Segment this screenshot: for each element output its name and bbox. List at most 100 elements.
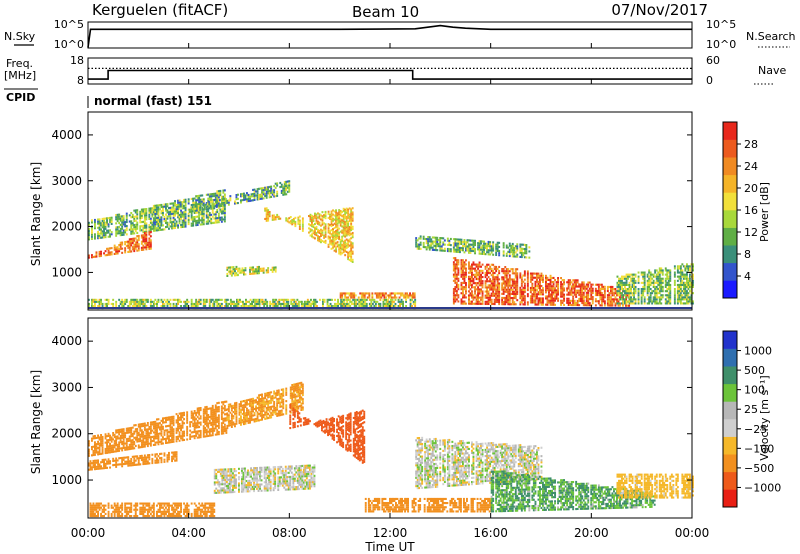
power-cell (505, 280, 508, 283)
power-cell (265, 219, 268, 222)
velocity-cell (131, 441, 134, 444)
power-cell (268, 194, 271, 197)
power-cell (190, 214, 193, 217)
velocity-cell (125, 444, 128, 447)
power-cell (91, 231, 93, 234)
power-cell (628, 298, 631, 301)
velocity-cell (106, 449, 109, 452)
power-cell (122, 305, 125, 308)
power-cell (276, 213, 279, 216)
power-cell (660, 267, 663, 270)
power-cell (581, 297, 584, 300)
velocity-cell (91, 439, 93, 442)
power-cell (292, 217, 295, 220)
power-cell (628, 281, 631, 284)
power-cell (175, 222, 178, 225)
velocity-cell (149, 442, 152, 445)
power-cell (125, 233, 128, 236)
power-cell (121, 302, 124, 305)
power-cell (522, 280, 525, 283)
power-cell (640, 271, 643, 274)
power-cell (225, 302, 228, 305)
power-cell (673, 292, 676, 295)
power-cell (128, 214, 131, 217)
power-cell (655, 290, 658, 293)
power-cell (267, 269, 270, 272)
power-cell (457, 238, 460, 241)
power-cell (88, 238, 90, 241)
power-cell (199, 211, 202, 214)
power-cell (237, 269, 239, 272)
power-cell (168, 215, 170, 218)
power-cell (462, 259, 464, 262)
power-cell (634, 288, 637, 291)
velocity-cell (145, 439, 148, 442)
power-cell (118, 221, 121, 224)
power-cell (622, 296, 624, 299)
power-cell (122, 229, 125, 232)
power-cell (329, 302, 332, 305)
power-cell (454, 269, 457, 272)
power-cell (356, 298, 359, 301)
power-cell (545, 297, 547, 300)
power-cell (201, 194, 204, 197)
velocity-cell (156, 437, 158, 440)
power-cell (330, 239, 333, 242)
velocity-cell (97, 442, 100, 445)
power-cell (333, 249, 336, 252)
power-cell (606, 285, 609, 288)
power-cell (221, 202, 224, 205)
power-cell (507, 294, 510, 297)
power-cell (395, 296, 398, 299)
power-cell (213, 305, 216, 308)
power-cell (522, 247, 525, 250)
power-cell (433, 248, 436, 251)
power-cell (152, 211, 155, 214)
power-cell (434, 244, 437, 247)
power-cell (215, 201, 218, 204)
power-cell (471, 275, 473, 278)
power-cell (318, 229, 321, 232)
power-cell (211, 199, 214, 202)
power-cell (630, 292, 633, 295)
power-cell (673, 288, 676, 291)
power-cell (501, 288, 504, 291)
power-cell (223, 205, 226, 208)
power-cell (145, 228, 148, 231)
power-cell (235, 274, 238, 277)
power-cell (614, 304, 617, 307)
power-cell (130, 302, 133, 305)
power-cell (501, 276, 504, 279)
power-cell (321, 217, 324, 220)
power-cell (687, 302, 690, 305)
power-cell (539, 280, 541, 283)
power-cell (545, 303, 547, 306)
power-cell (678, 292, 681, 295)
power-cell (394, 305, 397, 308)
power-cell (324, 213, 327, 216)
velocity-cell (118, 433, 121, 436)
power-cell (351, 232, 354, 235)
power-cell (513, 282, 516, 285)
power-cell (575, 302, 578, 305)
power-cell (116, 252, 119, 255)
power-cell (507, 272, 510, 275)
power-cell (175, 208, 178, 211)
power-cell (273, 268, 276, 271)
power-cell (443, 239, 446, 242)
power-cell (649, 277, 652, 280)
power-cell (567, 287, 570, 290)
power-cell (133, 232, 136, 235)
power-cell (98, 234, 101, 237)
power-cell (572, 287, 575, 290)
power-cell (460, 300, 463, 303)
power-cell (465, 243, 467, 246)
power-cell (345, 230, 348, 233)
power-cell (121, 243, 124, 246)
power-cell (351, 292, 354, 295)
power-cell (658, 281, 661, 284)
power-cell (434, 238, 437, 241)
power-cell (666, 290, 669, 293)
power-cell (283, 183, 286, 186)
power-cell (191, 210, 194, 213)
